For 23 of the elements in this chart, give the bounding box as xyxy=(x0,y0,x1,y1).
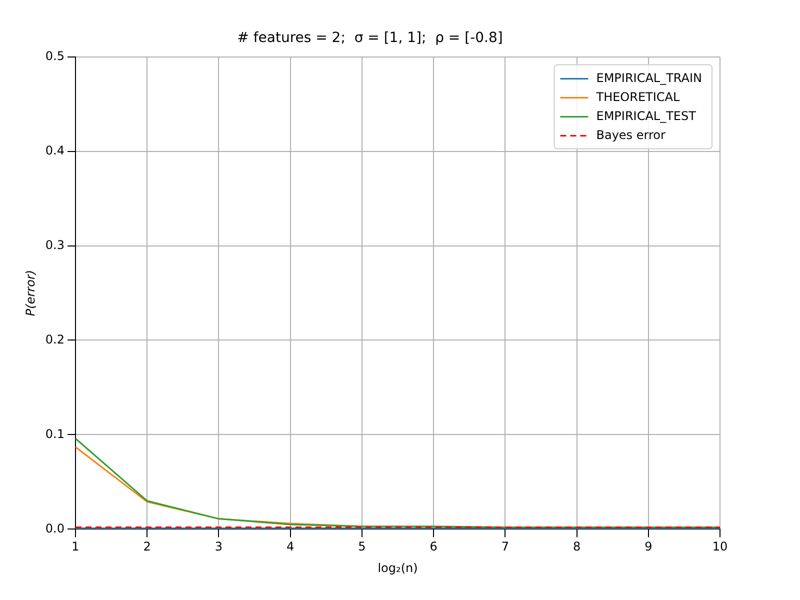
y-tick-label: 0.2 xyxy=(45,332,64,346)
x-tick-label: 2 xyxy=(143,540,151,554)
y-tick-label: 0.4 xyxy=(45,143,64,158)
legend-label: THEORETICAL xyxy=(595,90,680,104)
x-tick-label: 7 xyxy=(501,540,509,554)
x-tick-label: 1 xyxy=(72,540,80,554)
x-tick-label: 5 xyxy=(358,540,366,554)
y-tick-label: 0.1 xyxy=(45,426,64,441)
y-tick-label: 0.3 xyxy=(45,238,64,252)
legend-label: EMPIRICAL_TEST xyxy=(596,108,697,123)
y-tick-label: 0.0 xyxy=(45,521,64,536)
legend-label: Bayes error xyxy=(596,128,666,142)
x-tick-label: 9 xyxy=(644,540,652,554)
x-axis-title: log₂(n) xyxy=(378,560,418,575)
chart-title: # features = 2; σ = [1, 1]; ρ = [-0.8] xyxy=(237,30,503,46)
x-tick-label: 10 xyxy=(712,540,728,554)
x-tick-label: 6 xyxy=(430,540,438,554)
x-tick-label: 8 xyxy=(572,540,581,554)
y-tick-label: 0.5 xyxy=(45,48,64,63)
x-tick-label: 4 xyxy=(286,540,294,554)
x-tick-label: 3 xyxy=(214,540,223,554)
y-axis-title: P(error) xyxy=(23,270,38,316)
legend-label: EMPIRICAL_TRAIN xyxy=(596,70,702,85)
